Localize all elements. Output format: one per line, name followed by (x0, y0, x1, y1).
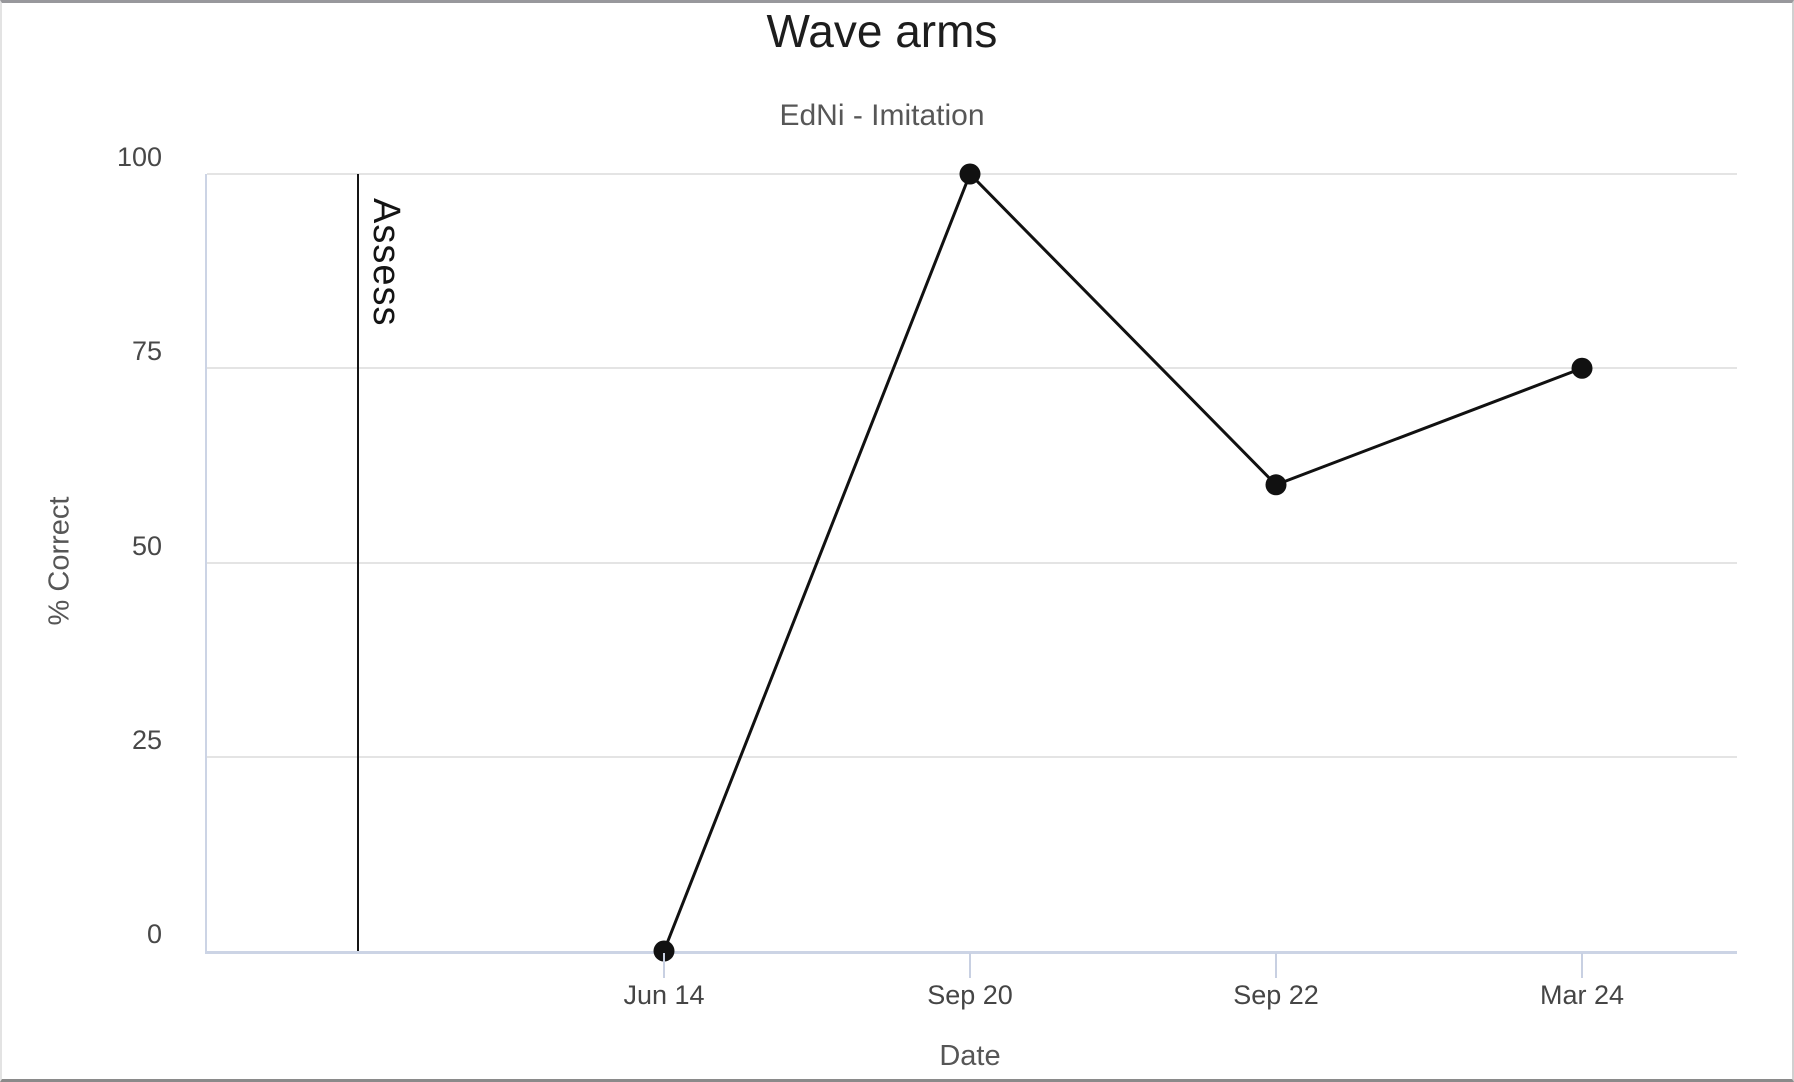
data-point (1571, 357, 1593, 379)
y-tick-label: 75 (131, 336, 162, 367)
data-point (959, 163, 981, 185)
x-tick-mark (969, 953, 971, 978)
x-axis-title: Date (939, 1040, 1001, 1072)
data-series-svg (653, 163, 1593, 962)
y-tick-label: 25 (131, 724, 162, 755)
gridline (207, 367, 1737, 370)
data-point (1265, 474, 1287, 496)
chart-title: Wave arms (766, 5, 998, 57)
gridline (207, 755, 1737, 758)
y-tick-label: 0 (146, 919, 162, 949)
y-tick-label: 100 (116, 142, 162, 172)
x-tick-mark (663, 953, 665, 978)
x-tick-mark (1581, 953, 1583, 978)
y-tick-label: 50 (131, 530, 162, 561)
x-tick-mark (1275, 953, 1277, 978)
phase-line-label: Assess (365, 198, 407, 327)
x-tick-label: Mar 24 (1539, 980, 1625, 1010)
x-tick-label: Jun 14 (623, 980, 705, 1010)
data-point (653, 940, 675, 962)
x-tick-label: Sep 20 (927, 980, 1013, 1010)
phase-line (356, 174, 360, 951)
gridline (207, 561, 1737, 564)
x-tick-label: Sep 22 (1233, 980, 1319, 1010)
data-line (662, 171, 1583, 952)
chart-subtitle: EdNi - Imitation (779, 99, 985, 132)
